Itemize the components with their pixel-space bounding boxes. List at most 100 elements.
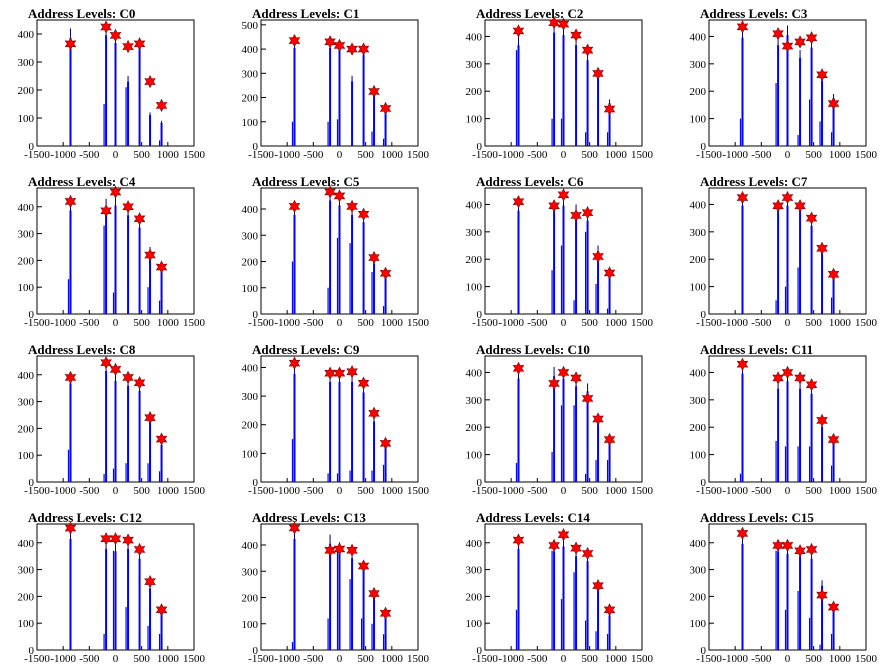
histogram-bar-fill [384,442,387,482]
x-tick-label: 0 [337,317,343,329]
chart-panel: Address Levels: C1 0 100 200 300 400 500 -1500-… [224,0,448,168]
x-tick-label: 500 [133,317,150,329]
histogram-bar-fill [160,445,163,482]
peak-marker [346,199,358,214]
histogram-side-bar [775,550,777,650]
histogram-side-bar [291,439,294,482]
peak-marker [827,600,840,614]
x-tick-label: 1000 [381,653,404,665]
histogram-side-bar [103,633,105,650]
peak-marker [592,578,604,593]
x-tick-label: 1500 [855,149,878,161]
chart-plot: 0 100 200 300 400 -1500 -1000 -500 0 500 1000 1500 [690,355,878,497]
histogram-bar-fill [821,80,824,146]
histogram-side-bar [595,460,597,482]
x-tick-label: 1500 [407,485,430,497]
chart-plot: 0 100 200 300 400 -1500 -1000 -500 0 500 1000 1500 [690,19,878,161]
histogram-bar-fill [160,610,163,650]
y-tick-label: 100 [466,618,483,630]
x-tick-label: 500 [581,485,598,497]
histogram-bar-fill [338,50,341,146]
histogram-bar-fill [351,214,354,314]
histogram-bar-fill [138,227,141,314]
histogram-bar-fill [149,115,152,146]
peak-marker [772,199,784,213]
peak-marker [592,249,604,264]
histogram-bar-fill [597,77,600,146]
histogram-bar-fill [821,585,824,650]
histogram-side-bar [327,121,329,146]
histogram-side-bar [158,471,161,482]
y-tick-label: 0 [477,645,483,657]
peak-marker [570,28,582,42]
x-tick-label: -1000 [50,485,76,497]
x-tick-label: 500 [357,317,374,329]
y-tick-label: 400 [18,29,35,41]
histogram-bar-fill [786,553,789,650]
histogram-side-bar [158,300,161,314]
histogram-side-bar [158,633,161,650]
histogram-side-bar [515,462,518,482]
y-tick-label: 100 [466,282,483,294]
histogram-bar-fill [575,556,578,650]
x-tick-label: 0 [337,653,343,665]
peak-marker [827,267,840,281]
histogram-bar-fill [608,444,611,482]
histogram-bar-fill [362,222,365,314]
histogram-bar-fill [562,35,565,147]
histogram-side-bar [327,287,329,314]
chart-plot: 0 100 200 300 400 -1500 -1000 -500 0 500 1000 1500 [466,355,654,497]
y-tick-label: 0 [701,309,707,321]
histogram-side-bar [336,119,339,146]
x-tick-label: 1500 [407,653,430,665]
histogram-bar-fill [517,378,520,482]
histogram-bar-fill [114,380,117,482]
histogram-bar-fill [553,210,556,314]
y-tick-label: 400 [242,44,259,56]
peak-marker [288,33,301,48]
histogram-bar-fill [114,42,117,146]
histogram-side-bar [560,245,563,314]
histogram-bar-fill [741,543,744,650]
y-tick-label: 300 [690,395,707,407]
histogram-bar-fill [69,539,72,650]
y-tick-label: 0 [477,477,483,489]
x-tick-label: -1000 [50,317,76,329]
histogram-side-bar [371,272,373,314]
x-tick-label: -1000 [498,149,524,161]
peak-marker [100,204,112,218]
x-tick-label: 500 [357,149,374,161]
x-tick-label: -500 [527,485,548,497]
peak-marker [324,543,336,557]
x-tick-label: 500 [581,149,598,161]
peak-marker [379,606,392,620]
peak-marker [512,24,525,38]
chart-panel: Address Levels: C13 0 100 200 300 400 -1500 -10… [224,504,448,672]
histogram-bar-fill [362,570,365,650]
chart-panel: Address Levels: C3 0 100 200 300 400 -1500 -100… [672,0,896,168]
histogram-side-bar [67,279,70,314]
peak-marker [109,532,122,546]
x-tick-label: -1500 [696,485,722,497]
x-tick-label: 0 [337,149,343,161]
peak-marker [816,413,828,428]
x-tick-label: 1500 [631,149,654,161]
peak-marker [324,366,336,380]
peak-marker [357,559,370,573]
x-tick-label: 1500 [183,149,206,161]
y-tick-label: 0 [29,141,35,153]
histogram-side-bar [560,599,563,650]
x-tick-label: 1000 [605,485,628,497]
y-tick-label: 200 [242,420,259,432]
peak-marker [581,205,594,220]
peak-marker [100,356,112,370]
x-tick-label: -500 [751,149,772,161]
chart-panel: Address Levels: C10 0 100 200 300 400 -1500 -10… [448,336,672,504]
histogram-bar-fill [777,210,780,314]
peak-marker [109,362,122,377]
chart-panel: Address Levels: C5 0 100 200 300 400 -1500 -100… [224,168,448,336]
histogram-side-bar [595,283,597,314]
x-tick-label: -1000 [274,653,300,665]
histogram-bar-fill [114,551,117,650]
histogram-side-bar [112,292,115,314]
